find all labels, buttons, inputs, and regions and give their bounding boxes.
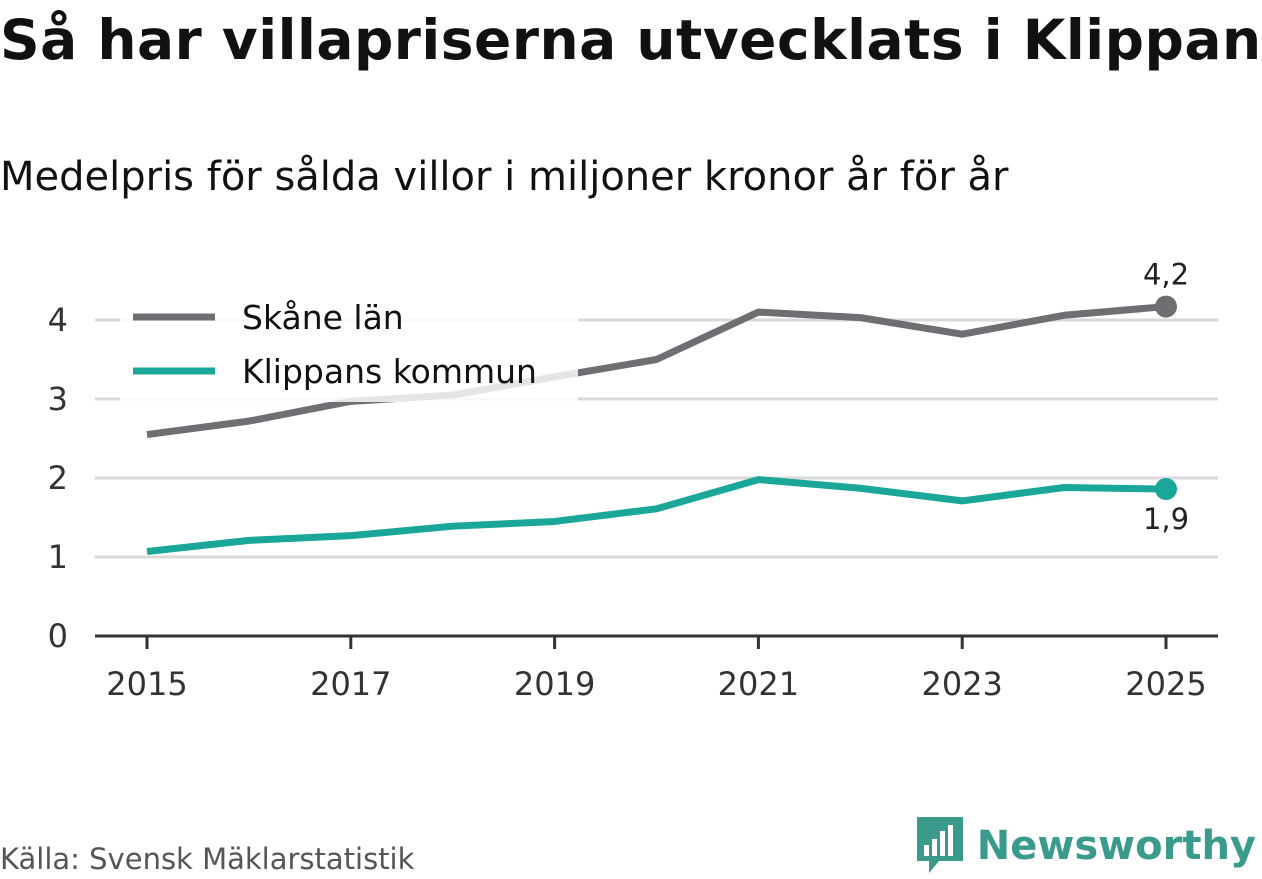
- x-axis: 2015 2017 2019 2021 2023 2025: [95, 634, 1218, 703]
- legend: Skåne län Klippans kommun: [120, 290, 578, 402]
- x-tick-label: 2015: [106, 665, 187, 703]
- series-line-skane: [146, 303, 1167, 439]
- y-tick-label: 3: [48, 380, 68, 418]
- newsworthy-logo[interactable]: Newsworthy: [915, 815, 1256, 877]
- series-line-klippan: [146, 476, 1167, 555]
- end-point-marker: [1155, 478, 1177, 501]
- legend-label: Skåne län: [242, 298, 404, 337]
- source-note: Källa: Svensk Mäklarstatistik: [0, 842, 415, 876]
- brand-name: Newsworthy: [976, 823, 1256, 869]
- y-axis-ticks: 0 1 2 3 4: [48, 301, 68, 655]
- chart-subtitle: Medelpris för sålda villor i miljoner kr…: [0, 154, 1009, 200]
- x-tick-label: 2025: [1125, 665, 1206, 703]
- y-tick-label: 4: [48, 301, 68, 339]
- chart-title: Så har villapriserna utvecklats i Klippa…: [0, 8, 1262, 72]
- x-tick-label: 2019: [514, 665, 595, 703]
- end-value-label: 1,9: [1143, 502, 1189, 536]
- x-tick-label: 2021: [718, 665, 799, 703]
- end-markers: 4,2 1,9: [1143, 258, 1189, 536]
- series-lines: [146, 303, 1167, 555]
- bar-chart-speech-bubble-icon: [916, 817, 963, 873]
- x-tick-label: 2017: [310, 665, 391, 703]
- y-tick-label: 0: [48, 617, 68, 655]
- x-tick-label: 2023: [921, 665, 1002, 703]
- legend-label: Klippans kommun: [242, 352, 537, 391]
- y-tick-label: 2: [48, 459, 68, 497]
- legend-background: [120, 290, 578, 402]
- end-value-label: 4,2: [1143, 258, 1189, 292]
- end-point-marker: [1155, 295, 1177, 318]
- y-tick-label: 1: [48, 538, 68, 576]
